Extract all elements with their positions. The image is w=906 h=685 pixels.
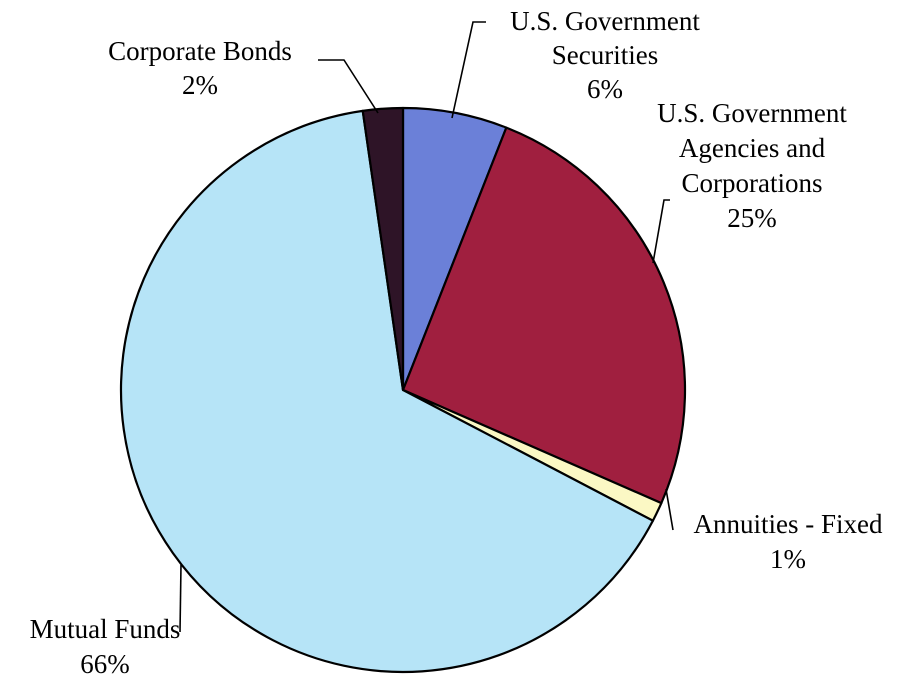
slice-name-label: Mutual Funds <box>30 614 181 644</box>
slice-percent-label: 6% <box>587 74 623 104</box>
pie-slice-corporate-bonds <box>361 106 405 392</box>
pie-slice-mutual-funds <box>119 109 654 674</box>
slice-labels: U.S. Government Securities 6%U.S. Governme… <box>30 6 883 679</box>
leader-line-us-government-securities <box>451 21 486 119</box>
slice-name-label: U.S. Government <box>510 6 700 36</box>
slice-label-us-government-agencies-and-corporations: U.S. Government Agencies and Corporations 2… <box>657 98 847 233</box>
slice-name-label: Annuities - Fixed <box>694 509 883 539</box>
leader-line-annuities-fixed <box>665 488 674 531</box>
slice-label-mutual-funds: Mutual Funds 66% <box>30 614 181 679</box>
leader-line-us-government-agencies-and-corporations <box>652 199 670 264</box>
slice-name-label: Securities <box>552 40 658 70</box>
slice-label-corporate-bonds: Corporate Bonds 2% <box>108 36 292 100</box>
slice-percent-label: 2% <box>182 70 218 100</box>
pie-slices <box>119 106 687 674</box>
leader-lines <box>179 21 674 633</box>
slice-percent-label: 1% <box>770 544 806 574</box>
slice-name-label: Agencies and <box>679 133 826 163</box>
pie-slice-us-government-agencies-and-corporations <box>401 126 687 505</box>
slice-percent-label: 66% <box>80 649 130 679</box>
slice-name-label: U.S. Government <box>657 98 847 128</box>
slice-name-label: Corporate Bonds <box>108 36 292 66</box>
slice-percent-label: 25% <box>727 203 777 233</box>
slice-name-label: Corporations <box>682 168 823 198</box>
slice-label-us-government-securities: U.S. Government Securities 6% <box>510 6 700 104</box>
slice-label-annuities-fixed: Annuities - Fixed 1% <box>694 509 883 574</box>
leader-line-mutual-funds <box>179 564 182 633</box>
leader-line-corporate-bonds <box>318 59 379 114</box>
